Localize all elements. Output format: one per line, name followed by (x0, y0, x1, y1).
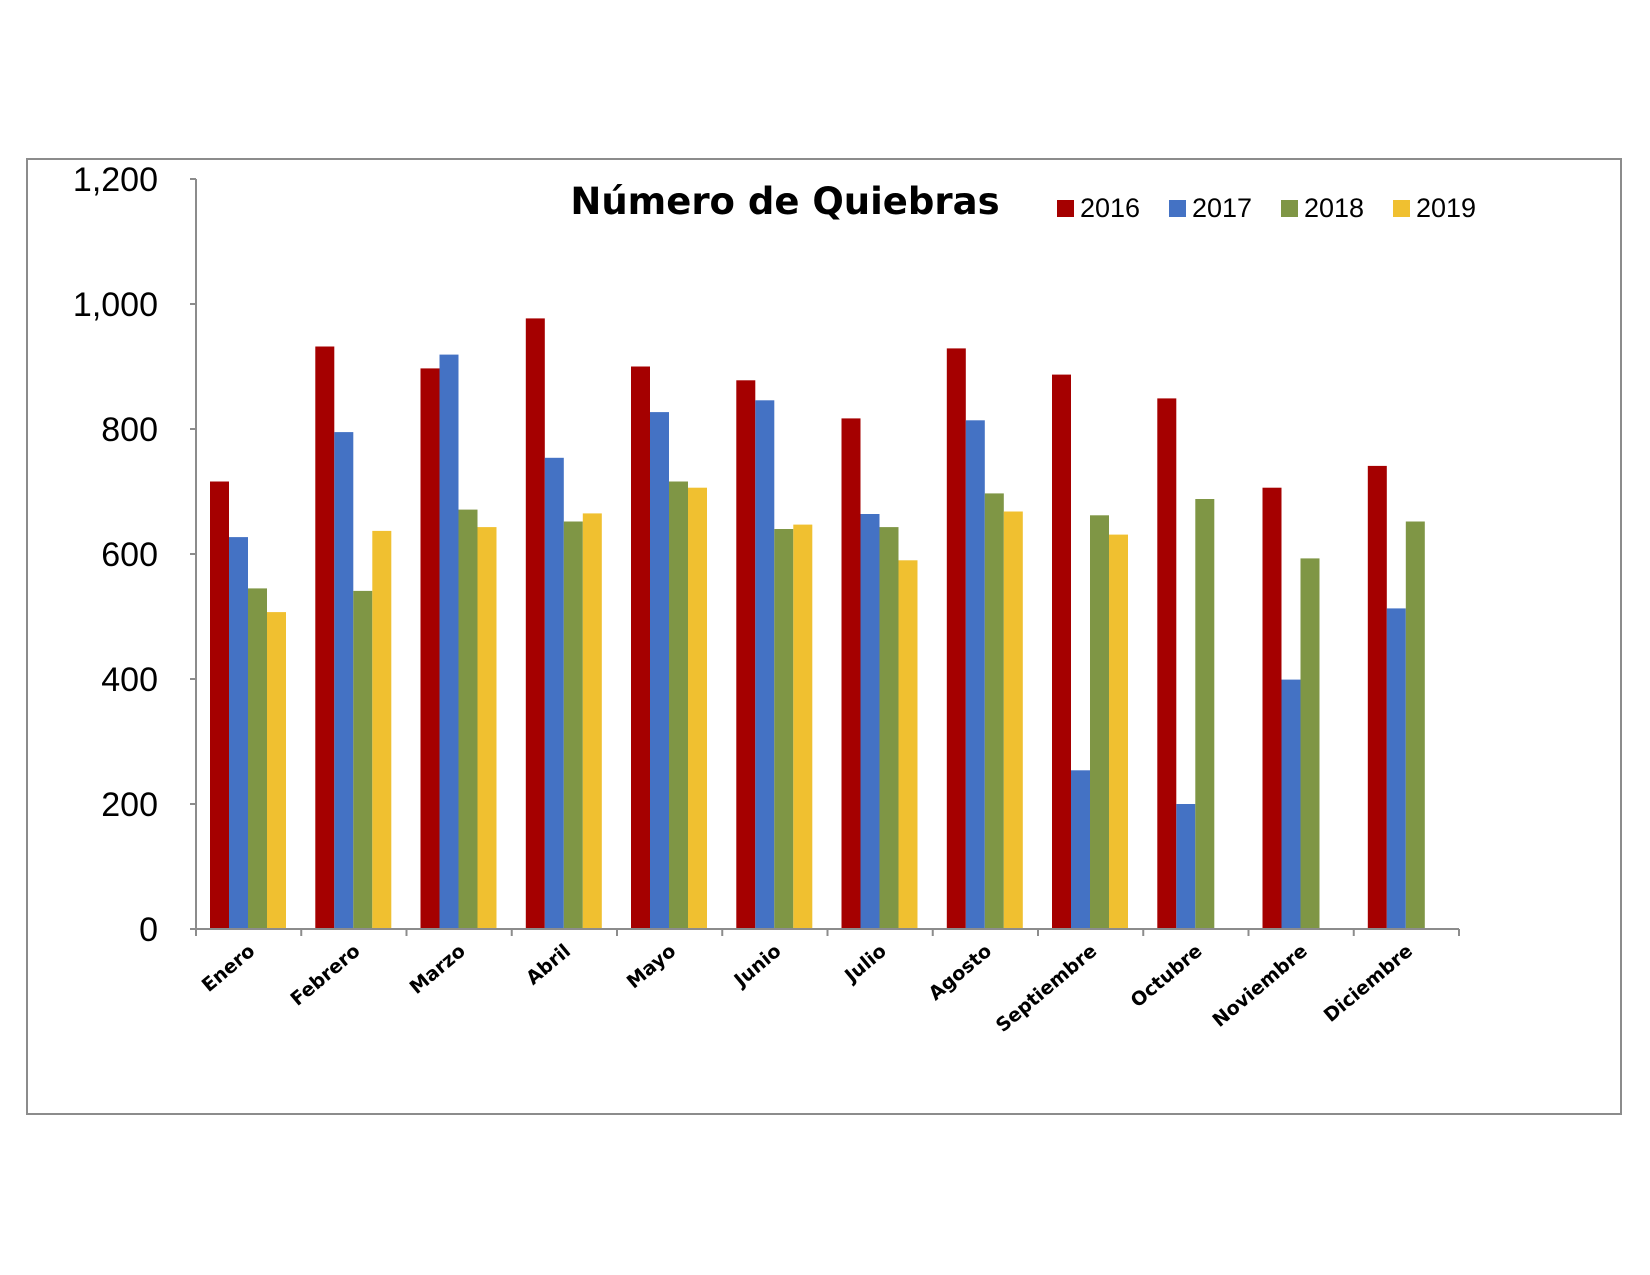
bar-2016-abril (525, 318, 545, 929)
y-tick-label: 600 (101, 536, 158, 574)
bar-2016-marzo (420, 368, 440, 929)
bar-2019-enero (267, 612, 286, 929)
bar-2017-abril (544, 457, 564, 930)
y-tick-label: 1,000 (73, 286, 158, 324)
bar-2018-mayo (669, 481, 688, 929)
y-tick-label: 400 (101, 661, 158, 699)
bar-2018-octubre (1195, 499, 1215, 929)
y-tick-label: 800 (101, 411, 158, 449)
bar-2016-septiembre (1052, 374, 1071, 930)
bar-2019-septiembre (1109, 534, 1128, 929)
bar-2019-junio (793, 524, 813, 929)
x-tick-label-julio: Julio (839, 940, 890, 988)
bar-2018-septiembre (1090, 515, 1109, 930)
bar-2019-abril (582, 513, 602, 929)
bar-2016-junio (736, 380, 756, 930)
bar-2019-marzo (477, 527, 497, 929)
plot-area: 0 200 400 600 800 1,000 1,200 Enero Febrero Marzo… (73, 161, 1460, 1037)
bar-2016-enero (210, 481, 229, 929)
x-tick-label-octubre: Octubre (1127, 940, 1207, 1012)
bar-2017-mayo (650, 412, 669, 930)
legend-label-2018: 2018 (1304, 193, 1364, 223)
bar-2017-septiembre (1071, 770, 1090, 930)
bar-2017-octubre (1176, 804, 1196, 929)
legend-label-2016: 2016 (1080, 193, 1140, 223)
legend-swatch-2019 (1393, 200, 1410, 217)
bar-2017-noviembre (1281, 679, 1301, 929)
legend: 2016 2017 2018 2019 (1057, 193, 1476, 223)
bar-2016-noviembre (1262, 487, 1282, 929)
bar-2019-febrero (372, 530, 392, 929)
bar-2018-febrero (353, 590, 373, 929)
bar-2017-junio (755, 400, 775, 930)
bar-chart: 0 200 400 600 800 1,000 1,200 Enero Febrero Marzo… (73, 161, 1476, 1037)
bar-2018-agosto (984, 493, 1004, 929)
bar-2018-marzo (458, 509, 478, 929)
y-tick-label: 0 (139, 911, 158, 949)
bar-2017-agosto (965, 420, 985, 930)
legend-swatch-2018 (1281, 200, 1298, 217)
x-tick-label-septiembre: Septiembre (992, 940, 1101, 1037)
bar-2017-febrero (334, 432, 354, 929)
x-tick-label-enero: Enero (198, 940, 260, 997)
bar-2019-agosto (1003, 511, 1023, 929)
bar-2017-julio (860, 514, 880, 929)
bar-2018-diciembre (1405, 521, 1425, 929)
x-tick-label-noviembre: Noviembre (1208, 940, 1311, 1032)
bar-2017-diciembre (1386, 608, 1406, 929)
bar-2016-agosto (946, 348, 966, 929)
legend-swatch-2017 (1169, 200, 1186, 217)
bar-2016-diciembre (1367, 465, 1387, 929)
legend-label-2019: 2019 (1416, 193, 1476, 223)
bar-2018-junio (774, 529, 794, 929)
bar-2019-mayo (688, 487, 707, 929)
bar-2016-mayo (631, 366, 650, 929)
chart-frame: 0 200 400 600 800 1,000 1,200 Enero Febrero Marzo… (26, 158, 1622, 1115)
bar-2017-enero (229, 537, 248, 929)
bar-2016-julio (841, 418, 861, 929)
bar-2018-julio (879, 527, 899, 929)
bar-2016-octubre (1157, 398, 1177, 929)
x-tick-label-agosto: Agosto (925, 940, 996, 1005)
x-tick-label-mayo: Mayo (623, 940, 680, 993)
chart-title: Número de Quiebras (570, 180, 999, 223)
x-tick-label-febrero: Febrero (286, 940, 364, 1010)
legend-swatch-2016 (1057, 200, 1074, 217)
legend-label-2017: 2017 (1192, 193, 1252, 223)
bar-2016-febrero (315, 346, 335, 929)
y-tick-label: 1,200 (73, 161, 158, 199)
bar-2018-noviembre (1300, 558, 1320, 929)
x-tick-label-abril: Abril (522, 940, 575, 989)
bar-2019-julio (898, 560, 918, 930)
x-tick-label-marzo: Marzo (406, 940, 470, 999)
bar-2018-abril (563, 521, 583, 929)
y-tick-label: 200 (101, 786, 158, 824)
x-tick-label-junio: Junio (729, 940, 786, 993)
bar-2017-marzo (439, 354, 459, 930)
bar-2018-enero (248, 588, 267, 929)
x-tick-label-diciembre: Diciembre (1320, 940, 1417, 1027)
